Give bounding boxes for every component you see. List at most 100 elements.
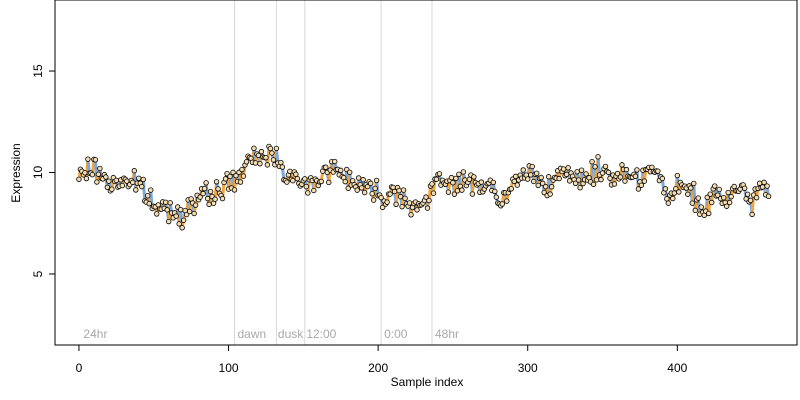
data-point <box>279 164 286 170</box>
x-axis: 0 100 200 300 400 <box>76 345 688 375</box>
data-point <box>761 179 767 186</box>
data-point <box>712 183 718 189</box>
annotation-label: 0:00 <box>384 327 408 341</box>
data-point <box>367 180 374 187</box>
data-point <box>287 168 293 175</box>
data-point <box>207 188 214 195</box>
data-point <box>204 195 211 202</box>
data-point <box>354 187 360 193</box>
data-point <box>130 179 136 186</box>
data-point <box>592 164 598 170</box>
data-point <box>165 218 172 225</box>
data-point <box>529 163 535 170</box>
data-point <box>508 186 514 192</box>
data-point <box>706 210 712 217</box>
data-point <box>311 187 317 194</box>
data-point <box>402 195 408 202</box>
data-point <box>753 194 760 201</box>
data-point <box>206 201 212 208</box>
data-point <box>453 175 459 182</box>
data-point <box>332 158 338 165</box>
data-point <box>659 175 666 182</box>
data-point <box>164 207 170 213</box>
data-point <box>173 213 179 219</box>
data-point <box>638 182 645 188</box>
data-point <box>764 183 770 189</box>
data-point <box>364 183 371 190</box>
data-point <box>547 191 553 197</box>
data-point <box>303 183 310 190</box>
data-point <box>219 195 226 202</box>
data-point <box>692 207 698 214</box>
data-point <box>715 192 721 198</box>
data-point <box>154 211 160 217</box>
data-point <box>670 195 676 202</box>
data-point <box>459 187 465 193</box>
data-point <box>414 207 420 213</box>
data-point <box>614 170 621 177</box>
data-point <box>478 179 485 185</box>
data-point <box>326 179 332 186</box>
data-point <box>492 188 498 195</box>
data-point <box>215 186 221 192</box>
data-point <box>85 156 91 162</box>
data-point <box>723 203 730 209</box>
data-point <box>163 199 169 205</box>
data-point <box>257 160 263 167</box>
data-point <box>294 175 301 182</box>
data-point <box>273 145 280 152</box>
data-point <box>230 169 236 176</box>
data-point <box>197 194 203 200</box>
data-point <box>369 191 375 197</box>
data-point <box>671 190 678 196</box>
data-point <box>370 197 377 203</box>
data-point <box>139 183 145 190</box>
data-point <box>267 145 274 152</box>
data-point <box>525 176 531 182</box>
data-point <box>358 185 365 191</box>
data-point <box>572 180 579 186</box>
data-point <box>119 182 126 189</box>
data-point <box>698 204 704 210</box>
data-point <box>113 177 120 184</box>
data-point <box>744 191 751 198</box>
data-point <box>583 171 589 177</box>
data-point <box>131 168 137 174</box>
data-point <box>545 174 552 180</box>
x-tick-label: 300 <box>518 361 538 375</box>
data-point <box>436 171 443 177</box>
data-point <box>148 187 154 193</box>
data-point <box>231 187 238 193</box>
data-point <box>607 175 613 181</box>
data-point <box>674 172 681 179</box>
data-point <box>222 176 229 182</box>
x-tick-label: 100 <box>219 361 239 375</box>
data-point <box>406 200 413 206</box>
data-point <box>136 175 142 182</box>
data-point <box>531 178 537 185</box>
data-point <box>634 167 640 173</box>
data-point <box>695 195 701 201</box>
data-points <box>76 143 772 231</box>
data-point <box>611 181 618 187</box>
data-point <box>342 178 348 185</box>
data-point <box>709 199 715 206</box>
data-point <box>397 193 404 200</box>
data-point <box>192 202 199 208</box>
data-point <box>535 182 541 189</box>
data-point <box>167 200 173 206</box>
data-point <box>534 170 540 177</box>
data-point <box>704 194 710 201</box>
data-point <box>542 183 549 190</box>
series-segment <box>750 193 756 216</box>
data-point <box>716 186 722 193</box>
data-point <box>556 175 562 182</box>
data-point <box>361 189 368 196</box>
annotation-labels: 24hr dawn dusk 12:00 0:00 48hr <box>83 327 459 341</box>
data-point <box>97 165 103 172</box>
data-point <box>76 176 82 182</box>
data-point <box>765 193 772 200</box>
data-point <box>186 208 193 215</box>
data-point <box>302 176 308 182</box>
data-point <box>590 181 597 188</box>
